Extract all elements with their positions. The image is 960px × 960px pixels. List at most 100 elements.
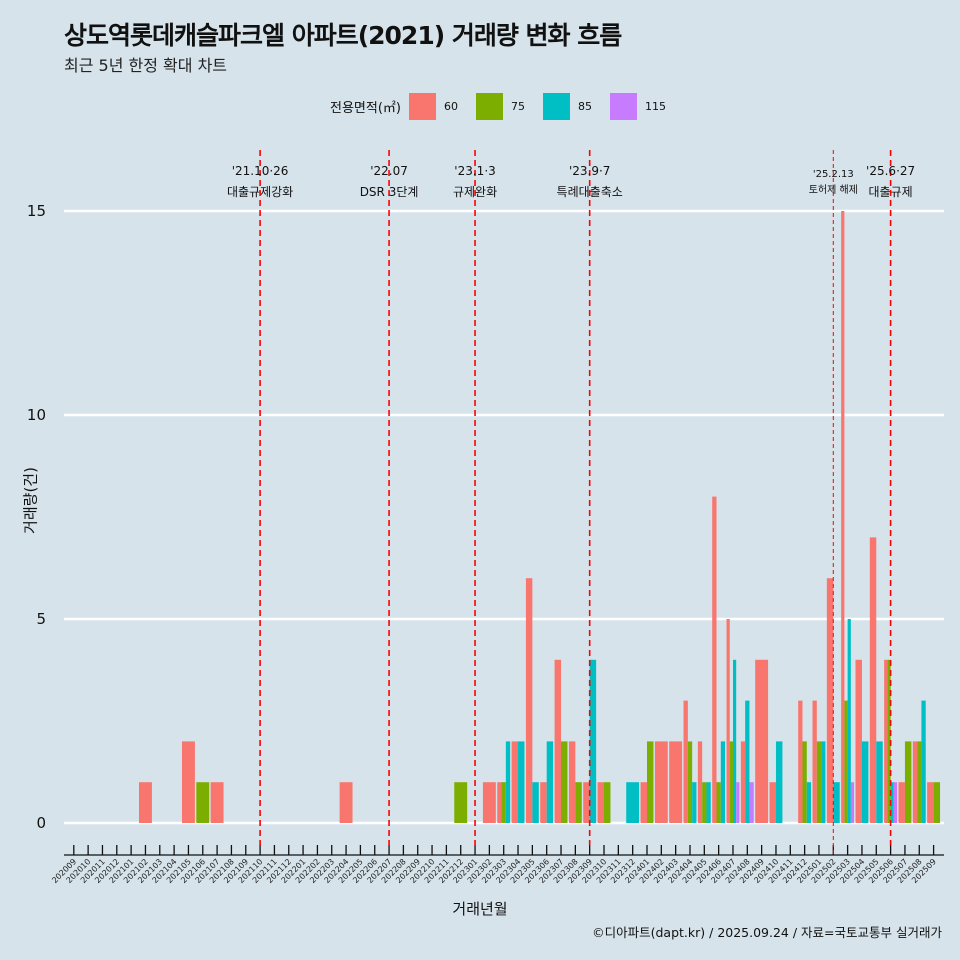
bar-60-202308 [568,741,576,823]
bar-85-202306 [546,741,554,823]
bar-60-202509 [927,782,934,823]
bar-85-202404 [692,782,697,823]
bar-60-202309 [583,782,590,823]
event-date: '23.9·7 [569,164,610,178]
event-date: '25.2.13 [813,169,854,180]
bar-60-202107 [210,782,224,823]
bar-60-202408 [740,741,746,823]
legend-key-60 [408,92,436,120]
bar-60-202304 [511,741,519,823]
y-axis-title: 거래량(건) [21,467,40,534]
bar-85-202412 [806,782,812,823]
bar-75-202507 [904,741,912,823]
bar-60-202507 [898,782,905,823]
bar-60-202403 [669,741,683,823]
bar-85-202407 [732,659,737,823]
bar-60-202407 [726,619,730,823]
bar-85-202501 [821,741,826,823]
bar-115-202503 [850,782,855,823]
event-label: 대출규제 [869,185,913,199]
bar-60-202303 [497,782,502,823]
event-label: 토허제 해제 [809,183,858,196]
y-tick-label: 15 [27,202,46,220]
bar-85-202309 [589,659,597,823]
bar-75-202407 [729,741,733,823]
event-label: DSR 3단계 [360,185,419,199]
bar-85-202405 [706,782,711,823]
bar-85-202410 [775,741,783,823]
bar-75-202503 [844,700,848,823]
bar-85-202505 [876,741,883,823]
bar-60-202306 [540,782,547,823]
bar-85-202408 [745,700,750,823]
bar-75-202508 [917,741,922,823]
bar-115-202506 [893,782,898,823]
bar-60-202505 [869,537,877,823]
bar-75-202412 [802,741,807,823]
bar-60-202401 [640,782,647,823]
event-label: 대출규제강화 [227,185,293,199]
y-tick-label: 10 [27,406,46,424]
bar-60-202302 [482,782,496,823]
legend-label-85: 85 [577,99,592,113]
bar-85-202503 [847,619,851,823]
bar-75-202501 [816,741,822,823]
bar-75-202307 [561,741,568,823]
bar-60-202503 [841,211,845,823]
bar-60-202406 [712,496,717,823]
bar-75-202212 [454,782,468,823]
bar-60-202405 [697,741,703,823]
bar-85-202504 [861,741,869,823]
bar-60-202204 [339,782,353,823]
bar-85-202508 [921,700,926,823]
bar-60-202307 [554,659,562,823]
bar-75-202406 [716,782,721,823]
bar-60-202412 [798,700,803,823]
legend-label-115: 115 [644,99,666,113]
bar-85-202502 [833,782,840,823]
legend: 전용면적(㎡) 60 75 85 115 [330,92,684,120]
bar-60-202102 [139,782,152,823]
chart-title: 상도역롯데캐슬파크엘 아파트(2021) 거래량 변화 흐름 [64,21,622,50]
bar-75-202404 [687,741,693,823]
legend-key-115 [609,92,637,120]
bar-60-202501 [812,700,817,823]
legend-label-75: 75 [510,99,525,113]
bar-75-202405 [702,782,707,823]
bar-60-202305 [525,578,533,823]
bar-75-202310 [604,782,611,823]
bar-85-202305 [532,782,539,823]
legend-label-60: 60 [443,99,458,113]
legend-key-85 [542,92,570,120]
event-date: '21.10·26 [232,164,289,178]
bar-75-202506 [887,659,891,823]
event-date: '22.07 [370,164,408,178]
bar-85-202312 [626,782,640,823]
bar-60-202409 [755,659,769,823]
bar-75-202106 [196,782,210,823]
legend-key-75 [475,92,503,120]
bar-75-202303 [501,782,506,823]
bar-85-202506 [890,782,894,823]
event-date: '23.1·3 [454,164,495,178]
bar-60-202105 [181,741,195,823]
event-label: 규제완화 [453,185,497,199]
y-tick-label: 5 [36,610,46,628]
bar-60-202404 [683,700,688,823]
bar-60-202506 [884,659,888,823]
bar-60-202508 [912,741,918,823]
event-label: 특례대출축소 [557,185,623,199]
bar-75-202401 [647,741,654,823]
event-date: '25.6·27 [866,164,915,178]
bar-115-202407 [736,782,740,823]
x-axis-title: 거래년월 [452,900,508,918]
bar-60-202502 [826,578,834,823]
bar-60-202402 [654,741,668,823]
caption: ©디아파트(dapt.kr) / 2025.09.24 / 자료=국토교통부 실… [592,925,942,940]
legend-title: 전용면적(㎡) [330,100,401,116]
chart-subtitle: 최근 5년 한정 확대 차트 [64,56,228,75]
y-tick-label: 0 [36,814,46,832]
bar-60-202310 [597,782,605,823]
bar-115-202408 [749,782,754,823]
